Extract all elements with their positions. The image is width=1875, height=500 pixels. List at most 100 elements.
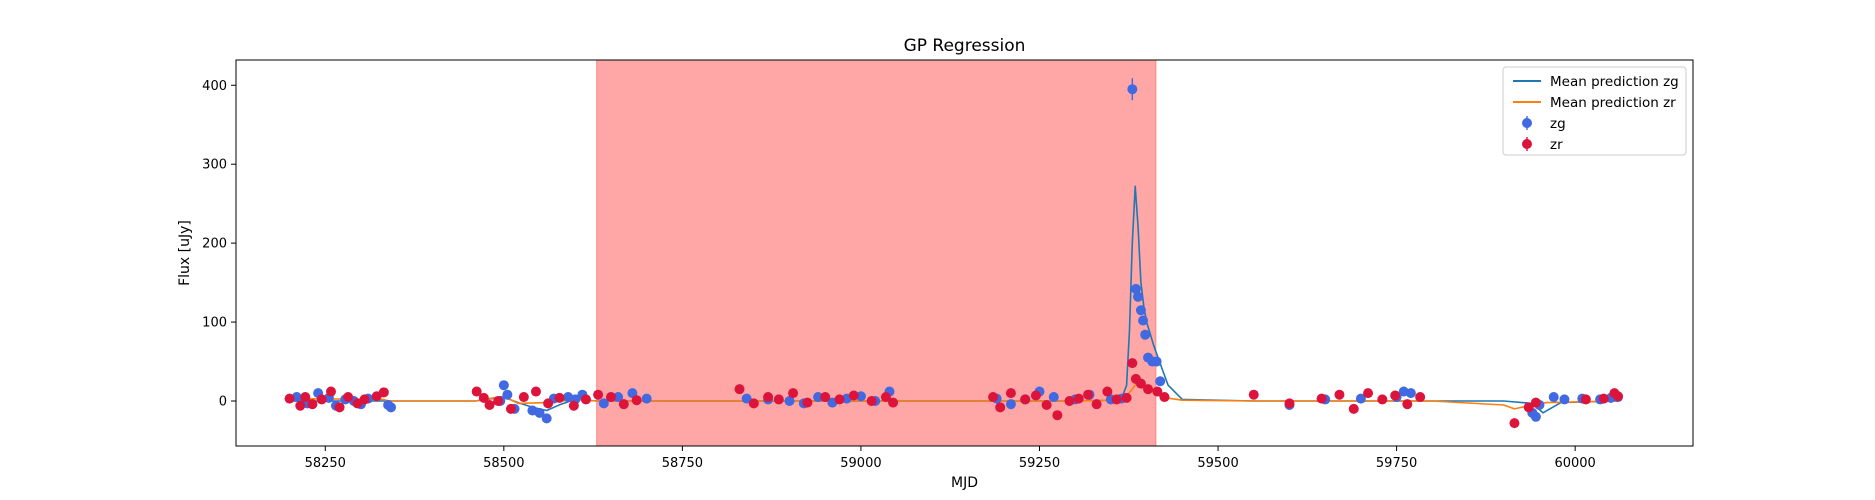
legend-label: Mean prediction zg [1550,74,1679,90]
data-point-zr [1159,392,1170,403]
data-point-zr [820,392,831,403]
data-point-zg [1127,84,1138,95]
data-point-zr [1005,388,1016,399]
data-point-zr [1363,388,1374,399]
data-point-zr [300,392,311,403]
data-point-zr [1509,418,1520,429]
data-point-zr [471,386,482,397]
data-point-zr [1598,393,1609,404]
data-point-zg [613,392,624,403]
data-point-zr [1580,394,1591,405]
data-point-zg [641,393,652,404]
data-point-zr [307,399,318,410]
data-point-zg [1138,315,1149,326]
data-point-zr [478,392,489,403]
data-point-zg [741,393,752,404]
shaded-region-layer [596,59,1157,447]
x-tick-label: 59500 [1197,456,1238,471]
data-point-zg [1005,399,1016,410]
data-point-zr [1152,386,1163,397]
x-tick-label: 59000 [840,456,881,471]
x-tick-label: 59750 [1376,456,1417,471]
data-point-zr [284,393,295,404]
shaded-interval [596,59,1157,447]
legend-marker-swatch [1522,139,1532,149]
data-point-zg [1559,394,1570,405]
data-point-zr [848,390,859,401]
data-point-zr [1143,384,1154,395]
data-point-zr [788,388,799,399]
legend-label: zg [1550,116,1566,132]
plot-frame [235,59,1694,447]
y-tick-label: 300 [202,158,227,173]
x-tick-label: 58250 [305,456,346,471]
y-tick-label: 100 [202,316,227,331]
data-point-zr [378,387,389,398]
data-point-zr [505,403,516,414]
data-point-zr [1415,392,1426,403]
x-tick-label: 58500 [483,456,524,471]
data-point-zg [1530,411,1541,422]
data-point-zr [1111,394,1122,405]
data-point-zg [1133,291,1144,302]
data-point-zr [802,397,813,408]
data-point-zr [1091,399,1102,410]
legend: Mean prediction zg Mean prediction zr zg zr [1502,66,1687,156]
data-point-zr [618,399,629,410]
data-point-zr [316,394,327,405]
legend-box [1502,66,1687,156]
data-point-zr [530,386,541,397]
axis-ticks: 58250 58500 58750 59000 59250 59500 59750 60000… [202,79,1596,471]
data-point-zg [1140,329,1151,340]
data-point-zr [1523,402,1534,413]
data-point-zr [888,397,899,408]
data-point-zr [605,392,616,403]
data-point-zr [1030,390,1041,401]
x-tick-label: 59250 [1019,456,1060,471]
data-point-zr [1613,391,1624,402]
data-point-zr [1073,393,1084,404]
data-point-zr [334,402,345,413]
legend-label: Mean prediction zr [1550,95,1676,111]
x-tick-label: 58750 [662,456,703,471]
data-point-zr [580,394,591,405]
data-point-zr [325,386,336,397]
observation-points [284,78,1624,429]
data-point-zg [1155,376,1166,387]
data-point-zr [866,396,877,407]
data-point-zr [1284,398,1295,409]
data-point-zr [1377,394,1388,405]
data-point-zg [541,413,552,424]
data-point-zg [598,398,609,409]
data-point-zr [1316,393,1327,404]
data-point-zr [554,392,565,403]
data-point-zg [385,402,396,413]
data-point-zr [1020,394,1031,405]
y-tick-label: 0 [219,395,227,410]
data-point-zr [1248,389,1259,400]
data-point-zr [1402,399,1413,410]
data-point-zg [498,380,509,391]
legend-label: zr [1550,137,1563,153]
data-point-zg [1355,393,1366,404]
y-tick-label: 400 [202,79,227,94]
data-point-zg [1151,356,1162,367]
data-point-zr [518,392,529,403]
data-point-zr [1083,389,1094,400]
data-point-zg [1548,392,1559,403]
data-point-zr [1334,389,1345,400]
data-point-zr [568,400,579,411]
data-point-zg [1135,305,1146,316]
data-point-zr [995,402,1006,413]
data-point-zr [1135,378,1146,389]
data-point-zg [813,392,824,403]
data-point-zr [763,392,774,403]
chart-title: GP Regression [904,36,1026,56]
data-point-zr [1052,410,1063,421]
data-point-zg [1405,388,1416,399]
data-point-zr [988,392,999,403]
data-point-zr [748,398,759,409]
data-point-zr [1390,390,1401,401]
data-point-zr [295,400,306,411]
